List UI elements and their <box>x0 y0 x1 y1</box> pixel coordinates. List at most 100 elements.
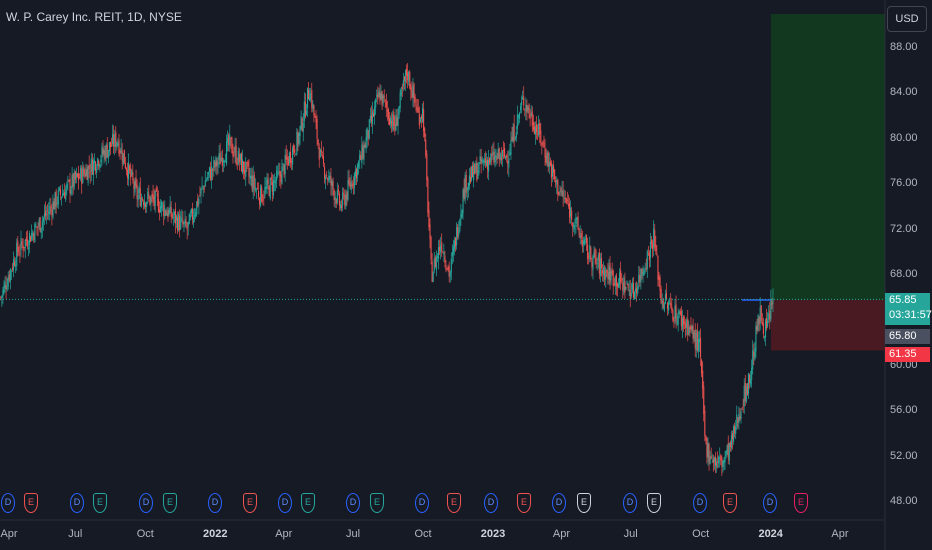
candle-body <box>711 461 713 463</box>
dividend-marker[interactable]: D <box>139 493 153 513</box>
dividend-marker[interactable]: D <box>1 493 15 513</box>
candle-body <box>472 166 474 177</box>
candle-body <box>729 442 731 448</box>
candle-body <box>638 274 640 283</box>
price-tick-label: 80.00 <box>890 131 918 144</box>
candle-body <box>145 203 147 207</box>
candle-body <box>426 154 428 180</box>
earnings-marker[interactable]: E <box>577 493 591 513</box>
candle-body <box>763 336 766 338</box>
candle-body <box>99 164 101 168</box>
candle-body <box>64 191 66 199</box>
time-tick-label: Oct <box>136 528 154 540</box>
dividend-marker[interactable]: D <box>346 493 360 513</box>
candle-body <box>100 159 102 163</box>
candle-body <box>245 161 247 177</box>
candle-body <box>310 92 312 100</box>
stop-zone[interactable] <box>771 299 885 351</box>
candle-body <box>167 210 169 218</box>
candle-body <box>465 175 467 193</box>
candle-body <box>374 106 376 116</box>
candle-body <box>60 197 63 199</box>
candle-body <box>134 180 136 193</box>
candle-body <box>120 147 122 154</box>
earnings-marker[interactable]: E <box>517 493 531 513</box>
stop-price-badge: 61.35 <box>885 347 930 362</box>
candle-body <box>218 153 220 160</box>
candle-body <box>769 310 771 321</box>
candle-body <box>759 307 761 324</box>
candle-body <box>376 94 378 97</box>
candle-body <box>670 302 672 306</box>
dividend-marker[interactable]: D <box>623 493 637 513</box>
earnings-marker[interactable]: E <box>301 493 315 513</box>
earnings-marker[interactable]: E <box>24 493 38 513</box>
candle-body <box>184 218 186 224</box>
candle-body <box>643 268 645 276</box>
last-price-badge: 65.85 03:31:57 <box>885 293 932 325</box>
candle-body <box>382 94 384 104</box>
candle-body <box>701 360 703 374</box>
dividend-marker[interactable]: D <box>208 493 222 513</box>
candle-body <box>69 178 71 194</box>
candle-body <box>659 277 661 291</box>
candle-body <box>79 177 81 179</box>
candle-body <box>452 246 454 254</box>
candle-body <box>366 127 368 141</box>
dividend-marker[interactable]: D <box>552 493 566 513</box>
earnings-marker[interactable]: E <box>93 493 107 513</box>
candle-body <box>390 117 392 124</box>
candle-body <box>162 203 164 205</box>
earnings-marker[interactable]: E <box>647 493 661 513</box>
earnings-marker[interactable]: E <box>243 493 257 513</box>
candle-body <box>595 257 597 264</box>
candle-body <box>582 240 584 245</box>
earnings-marker[interactable]: E <box>723 493 737 513</box>
dividend-marker[interactable]: D <box>415 493 429 513</box>
candle-body <box>441 242 443 252</box>
candle-body <box>255 189 257 191</box>
dividend-marker[interactable]: D <box>70 493 84 513</box>
candle-body <box>645 268 647 270</box>
candle-body <box>287 158 289 166</box>
candle-body <box>364 144 366 148</box>
candle-body <box>616 283 619 287</box>
candle-body <box>546 152 548 164</box>
candle-body <box>686 319 688 329</box>
earnings-marker[interactable]: E <box>794 493 808 513</box>
candle-body <box>597 255 599 261</box>
candle-body <box>228 135 230 146</box>
dividend-marker[interactable]: D <box>693 493 707 513</box>
candle-body <box>280 174 282 183</box>
earnings-marker[interactable]: E <box>163 493 177 513</box>
candle-body <box>603 267 605 276</box>
candle-body <box>161 201 163 209</box>
dividend-marker[interactable]: D <box>484 493 498 513</box>
dividend-marker[interactable]: D <box>278 493 292 513</box>
earnings-marker[interactable]: E <box>370 493 384 513</box>
candle-body <box>170 207 172 217</box>
candle-body <box>347 180 349 200</box>
candle-body <box>612 270 614 286</box>
candle-body <box>98 160 100 167</box>
earnings-marker[interactable]: E <box>447 493 461 513</box>
candle-body <box>49 206 51 213</box>
target-zone[interactable] <box>771 14 885 300</box>
candle-body <box>482 160 484 163</box>
candle-body <box>208 167 211 172</box>
candle-body <box>353 173 355 189</box>
candle-body <box>555 180 557 183</box>
candle-body <box>625 287 627 291</box>
candle-body <box>142 202 145 205</box>
candle-body <box>398 106 400 115</box>
currency-button[interactable]: USD <box>887 6 927 32</box>
candle-body <box>112 134 114 145</box>
candle-body <box>305 110 308 115</box>
candle-body <box>36 226 38 228</box>
candle-body <box>215 157 217 167</box>
candle-body <box>95 162 97 172</box>
candle-body <box>504 147 506 157</box>
candle-body <box>338 194 341 206</box>
dividend-marker[interactable]: D <box>763 493 777 513</box>
